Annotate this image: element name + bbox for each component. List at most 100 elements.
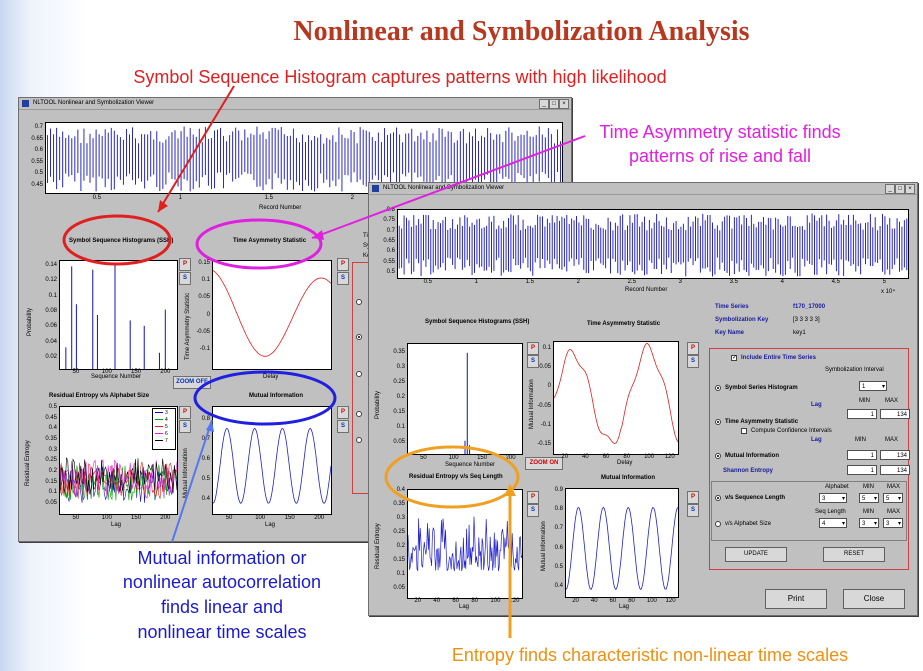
print-button[interactable]: Print	[765, 589, 827, 609]
back-radio-1[interactable]	[356, 299, 362, 305]
ssh-arrow	[157, 85, 235, 213]
caption-mi-line1: Mutual information or	[137, 548, 307, 568]
legend-swatch	[155, 440, 163, 442]
radio-ssh[interactable]	[715, 385, 721, 391]
front-asym-ytick: -0.1	[540, 421, 551, 428]
alpha-min-select[interactable]: 3	[859, 518, 879, 529]
front-asym-xtick: 20	[561, 454, 569, 460]
seq-length-select[interactable]: 4	[819, 518, 847, 529]
back-radio-5[interactable]	[356, 437, 362, 443]
shannon-min-field[interactable]: 1	[847, 465, 877, 475]
front-mi-ytick: 0.7	[554, 525, 563, 532]
legend-entry: 3	[155, 410, 168, 416]
back-re-ytick: 0.4	[48, 425, 57, 432]
back-re-ytick: 0.25	[45, 457, 57, 464]
front-ssh-xtick: 50	[420, 455, 427, 461]
asym-min-label: MIN	[855, 437, 866, 443]
include-entire-checkbox[interactable]: ✓	[731, 355, 738, 361]
radio-mutual-information[interactable]	[715, 453, 721, 459]
back-re-xtick: 200	[160, 515, 171, 521]
asym-lag-label: Lag	[811, 437, 822, 443]
back-re-title: Residual Entropy v/s Alphabet Size	[49, 393, 150, 399]
radio-time-asymmetry[interactable]	[715, 419, 721, 425]
close-window-button[interactable]: ×	[559, 99, 569, 109]
back-radio-2[interactable]	[356, 334, 362, 340]
back-re-xtick: 50	[72, 515, 80, 521]
front-asym-xtick: 60	[602, 454, 610, 460]
back-mi-ytick: 0.6	[201, 456, 210, 462]
mi-min-field[interactable]: 1	[847, 450, 877, 460]
back-asym-print-button[interactable]: P	[337, 258, 349, 271]
close-button[interactable]: Close	[843, 589, 905, 609]
back-ts-ytick: 0.55	[31, 158, 43, 165]
back-mi-ytick: 0.5	[201, 476, 210, 482]
front-re-print-button[interactable]: P	[527, 491, 539, 504]
front-ts-xtick: 5	[882, 279, 886, 285]
seqlen-max-select[interactable]: 5	[883, 493, 903, 504]
reset-button[interactable]: RESET	[823, 547, 885, 562]
seqlen-min-select[interactable]: 5	[859, 493, 879, 504]
alphabet-select[interactable]: 3	[819, 493, 847, 504]
front-zoom-on-button[interactable]: ZOOM ON	[525, 457, 563, 470]
front-asym-save-button[interactable]: S	[687, 355, 699, 368]
front-ssh-print-button[interactable]: P	[527, 342, 539, 355]
ssh-highlight-circle	[62, 214, 172, 266]
maximize-button[interactable]: □	[549, 99, 559, 109]
front-mi-save-button[interactable]: S	[687, 504, 699, 517]
back-asym-xlabel: Delay	[263, 374, 279, 380]
update-button[interactable]: UPDATE	[725, 547, 787, 562]
front-mi-xtick: 40	[590, 598, 598, 604]
ssh-min-field[interactable]: 1	[847, 409, 877, 419]
front-re-title: Residual Entropy v/s Seq Length	[409, 474, 503, 480]
back-ssh-xlabel: Sequence Number	[91, 374, 142, 380]
front-re-ytick: 0.05	[393, 585, 405, 591]
mi-max-field[interactable]: 134	[880, 450, 910, 460]
maximize-button[interactable]: □	[895, 184, 905, 194]
front-asym-ytick: 0	[547, 383, 551, 390]
front-ts-xtick: 4	[780, 279, 784, 285]
back-re-print-button[interactable]: P	[179, 406, 191, 419]
back-re-ytick: 0.3	[48, 446, 57, 453]
back-ssh-print-button[interactable]: P	[179, 258, 191, 271]
back-ssh-save-button[interactable]: S	[179, 272, 191, 285]
legend-label: 7	[165, 438, 168, 444]
shannon-max-field[interactable]: 134	[880, 465, 910, 475]
back-mi-print-button[interactable]: P	[337, 406, 349, 419]
front-ssh-xtick: 150	[477, 455, 488, 461]
minimize-button[interactable]: _	[539, 99, 549, 109]
front-mi-print-button[interactable]: P	[687, 491, 699, 504]
back-re-save-button[interactable]: S	[179, 420, 191, 433]
back-radio-4[interactable]	[356, 411, 362, 417]
back-side-label-3: Ke	[363, 253, 371, 259]
back-re-ytick: 0.45	[45, 414, 57, 421]
back-re-xlabel: Lag	[111, 522, 122, 528]
confidence-intervals-checkbox[interactable]	[741, 428, 747, 434]
ssh-max-field[interactable]: 134	[880, 409, 910, 419]
front-mi-ytick: 0.4	[554, 583, 563, 589]
front-re-xtick: 80	[471, 598, 479, 604]
back-ts-xtick: 1	[178, 195, 182, 201]
matlab-icon	[22, 100, 29, 107]
front-ts-xtick: 1.5	[525, 279, 534, 285]
alpha-max-select[interactable]: 3	[883, 518, 903, 529]
front-re-xtick: 40	[433, 598, 441, 604]
shannon-entropy-label: Shannon Entropy	[723, 468, 773, 474]
minimize-button[interactable]: _	[885, 184, 895, 194]
back-mi-save-button[interactable]: S	[337, 420, 349, 433]
close-window-button[interactable]: ×	[905, 184, 915, 194]
back-radio-3[interactable]	[356, 371, 362, 377]
time-asymmetry-option-label: Time Asymmetry Statistic	[725, 419, 799, 425]
front-ssh-save-button[interactable]: S	[527, 355, 539, 368]
front-re-ytick: 0.3	[396, 515, 405, 521]
back-re-ytick: 0.1	[48, 489, 57, 496]
ssh-lag-select[interactable]: 1	[859, 381, 887, 392]
back-asym-save-button[interactable]: S	[337, 272, 349, 285]
key-name-label: Key Name	[715, 330, 745, 336]
front-ts-xtick: 2	[576, 279, 580, 285]
radio-vs-sequence-length[interactable]	[715, 495, 721, 501]
ssh-min-label: MIN	[859, 398, 870, 404]
front-re-save-button[interactable]: S	[527, 504, 539, 517]
back-ssh-ytick: 0.04	[45, 338, 57, 345]
radio-vs-alphabet-size[interactable]	[715, 521, 721, 527]
front-asym-print-button[interactable]: P	[687, 342, 699, 355]
